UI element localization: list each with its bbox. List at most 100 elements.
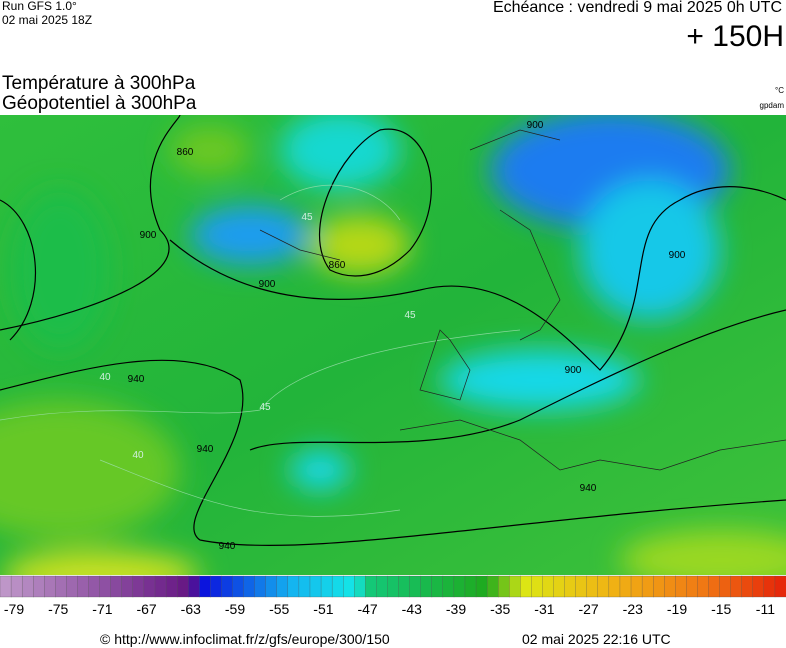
contour-label: 900 <box>527 120 544 131</box>
colorbar-swatch <box>265 575 278 598</box>
contour-label: 40 <box>99 372 111 383</box>
colorbar-swatch <box>553 575 566 598</box>
colorbar-swatch <box>730 575 743 598</box>
colorbar-swatch <box>221 575 233 598</box>
title-temperature: Température à 300hPa <box>2 73 196 94</box>
colorbar-swatch <box>619 575 632 598</box>
colorbar-swatch <box>486 575 499 598</box>
colorbar-swatch <box>520 575 532 598</box>
map-field <box>0 115 786 575</box>
contour-label: 900 <box>140 230 157 241</box>
colorbar-label: -67 <box>136 601 156 617</box>
colorbar-label: -11 <box>756 601 775 617</box>
colorbar-label: -35 <box>490 601 510 617</box>
colorbar-swatch <box>475 575 488 598</box>
colorbar-swatch <box>154 575 167 598</box>
title-geopotential: Géopotentiel à 300hPa <box>2 93 197 114</box>
unit-temperature: °C <box>775 86 784 95</box>
colorbar-swatch <box>686 575 698 598</box>
colorbar-swatch <box>586 575 599 598</box>
colorbar-label: -75 <box>48 601 68 617</box>
colorbar-swatch <box>442 575 455 598</box>
colorbar-swatch <box>276 575 289 598</box>
colorbar-label: -55 <box>269 601 289 617</box>
colorbar-label: -59 <box>225 601 245 617</box>
run-label: Run GFS 1.0° <box>2 0 77 13</box>
colorbar-swatch <box>752 575 765 598</box>
colorbar-swatch <box>409 575 422 598</box>
contour-label: 40 <box>132 450 144 461</box>
colorbar-swatch <box>653 575 665 598</box>
contour-label: 940 <box>219 541 236 552</box>
colorbar-swatch <box>697 575 709 598</box>
colorbar-swatch <box>509 575 521 598</box>
colorbar-swatch <box>110 575 123 598</box>
colorbar-swatch <box>719 575 732 598</box>
colorbar-swatch <box>10 575 23 598</box>
colorbar-swatch <box>66 575 78 598</box>
colorbar-label: -43 <box>402 601 422 617</box>
colorbar-swatch <box>542 575 554 598</box>
colorbar-swatch <box>331 575 344 598</box>
colorbar-label: -39 <box>446 601 466 617</box>
colorbar-swatch <box>143 575 156 598</box>
colorbar-label: -15 <box>711 601 731 617</box>
unit-geopotential: gpdam <box>759 101 784 110</box>
colorbar-swatch <box>641 575 654 598</box>
colorbar-swatch <box>77 575 90 598</box>
contour-label: 45 <box>259 402 271 413</box>
colorbar-swatch <box>774 575 786 598</box>
colorbar-swatch <box>354 575 366 598</box>
contour-label: 45 <box>301 212 313 223</box>
colorbar-swatch <box>287 575 300 598</box>
colorbar-swatch <box>464 575 477 598</box>
colorbar-swatch <box>99 575 112 598</box>
colorbar-swatch <box>498 575 510 598</box>
contour-label: 900 <box>259 279 276 290</box>
colorbar-swatch <box>763 575 776 598</box>
colorbar-swatch <box>176 575 189 598</box>
colorbar-swatch <box>21 575 34 598</box>
colorbar-swatch <box>165 575 178 598</box>
colorbar-swatch <box>387 575 399 598</box>
contour-label: 940 <box>197 444 214 455</box>
colorbar-label: -31 <box>534 601 554 617</box>
colorbar-swatch <box>0 575 12 598</box>
colorbar-swatch <box>675 575 687 598</box>
contour-label: 900 <box>669 250 686 261</box>
colorbar-swatch <box>254 575 267 598</box>
colorbar-swatch <box>298 575 311 598</box>
colorbar-swatch <box>420 575 433 598</box>
colorbar-swatch <box>564 575 577 598</box>
colorbar-label: -71 <box>92 601 112 617</box>
lead-time: + 150H <box>686 20 784 53</box>
contour-label: 45 <box>404 310 416 321</box>
colorbar-swatch <box>243 575 256 598</box>
colorbar-label: -23 <box>623 601 643 617</box>
colorbar-swatch <box>132 575 145 598</box>
colorbar-label: -27 <box>578 601 598 617</box>
footer-url: © http://www.infoclimat.fr/z/gfs/europe/… <box>100 631 390 647</box>
contour-label: 940 <box>580 483 597 494</box>
contour-label: 860 <box>329 260 346 271</box>
colorbar-swatch <box>398 575 411 598</box>
colorbar-swatch <box>44 575 56 598</box>
colorbar-label: -51 <box>313 601 333 617</box>
contour-label: 900 <box>565 365 582 376</box>
colorbar-swatch <box>309 575 322 598</box>
colorbar-swatch <box>55 575 67 598</box>
colorbar-swatch <box>88 575 101 598</box>
colorbar-swatch <box>708 575 721 598</box>
colorbar-swatch <box>376 575 388 598</box>
colorbar-swatch <box>343 575 355 598</box>
colorbar-swatch <box>664 575 676 598</box>
colorbar-swatch <box>121 575 134 598</box>
colorbar-label: -79 <box>4 601 24 617</box>
colorbar-swatch <box>232 575 244 598</box>
colorbar-swatch <box>210 575 222 598</box>
colorbar-swatch <box>531 575 543 598</box>
colorbar-swatch <box>597 575 610 598</box>
contour-label: 860 <box>177 147 194 158</box>
